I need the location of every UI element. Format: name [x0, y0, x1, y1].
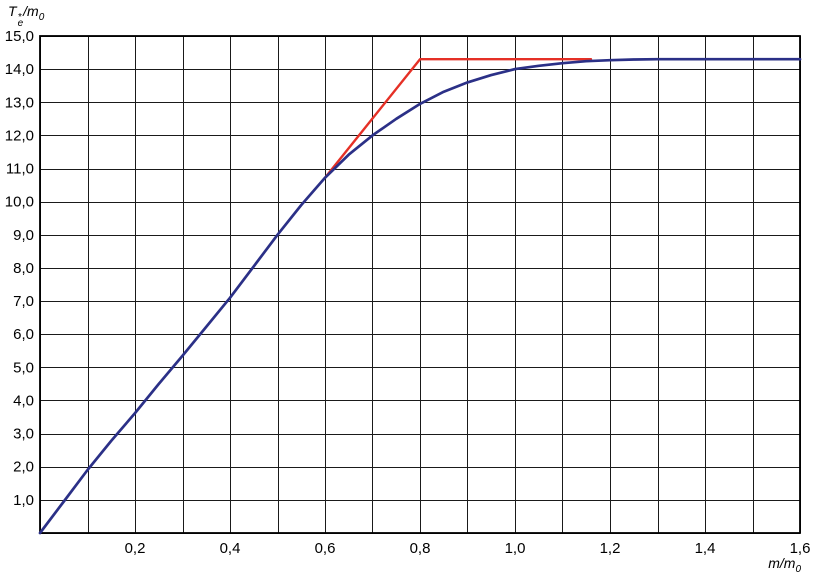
- x-tick-label: 0,6: [315, 540, 336, 557]
- x-tick-label: 1,4: [695, 540, 716, 557]
- y-axis-title-base: T: [8, 3, 17, 19]
- x-axis-title-sub: 0: [795, 564, 801, 575]
- x-tick-label: 0,2: [125, 540, 146, 557]
- y-tick-label: 14,0: [5, 61, 34, 78]
- x-tick-label: 0,8: [410, 540, 431, 557]
- y-tick-label: 10,0: [5, 194, 34, 211]
- y-tick-label: 5,0: [13, 359, 34, 376]
- y-axis-title-rest-sub: 0: [38, 11, 45, 23]
- y-tick-label: 11,0: [6, 161, 34, 178]
- x-tick-label: 1,0: [505, 540, 526, 557]
- x-tick-label: 1,6: [790, 540, 811, 557]
- plot-frame: [39, 35, 801, 534]
- x-axis-title-base: m/m: [768, 555, 796, 572]
- y-tick-label: 3,0: [13, 426, 34, 443]
- y-tick-label: 4,0: [13, 392, 34, 409]
- y-tick-label: 9,0: [13, 227, 34, 244]
- y-tick-label: 8,0: [13, 260, 34, 277]
- x-axis-labels: 0,2 0,4 0,6 0,8 1,0 1,2 1,4 1,6: [125, 540, 811, 557]
- exponential-heating-curve-curve: [38, 57, 802, 535]
- y-axis-title: T * e/m0: [8, 3, 45, 29]
- x-tick-label: 0,4: [220, 540, 241, 557]
- y-tick-label: 2,0: [13, 459, 34, 476]
- y-tick-label: 15,0: [5, 28, 34, 45]
- grid-lines: [40, 36, 801, 534]
- x-tick-label: 1,2: [600, 540, 621, 557]
- y-tick-label: 13,0: [5, 94, 34, 111]
- y-tick-label: 12,0: [5, 127, 34, 144]
- y-tick-label: 6,0: [13, 326, 34, 343]
- y-tick-label: 7,0: [13, 293, 34, 310]
- linear-approximation-curve: [323, 58, 593, 180]
- y-tick-label: 1,0: [13, 492, 34, 509]
- x-axis-title: m/m0: [768, 555, 801, 575]
- y-axis-labels: 1,0 2,0 3,0 4,0 5,0 6,0 7,0 8,0 9,0 10,0 11,0 12,0 1…: [5, 28, 34, 509]
- y-axis-title-supsub: * e: [17, 11, 24, 29]
- y-axis-title-rest: /m: [23, 3, 39, 19]
